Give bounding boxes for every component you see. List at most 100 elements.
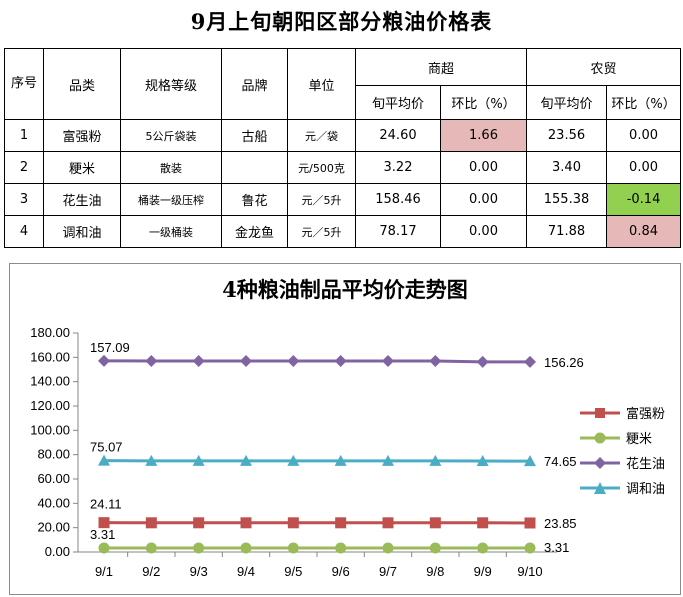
chart-legend: 富强粉 粳米 花生油 调和油 <box>578 400 665 500</box>
x-tick-label: 9/6 <box>332 564 350 579</box>
y-tick-label: 40.00 <box>37 495 70 510</box>
data-point <box>192 354 205 367</box>
header-market-ratio: 环比（%） <box>606 85 682 120</box>
y-tick-label: 120.00 <box>30 398 70 413</box>
cell-category: 调和油 <box>43 215 121 248</box>
y-tick-label: 20.00 <box>37 520 70 535</box>
cell-super-ratio: 0.00 <box>439 215 528 248</box>
series-line <box>103 459 531 463</box>
table-row: 2 粳米 散装 元/500克 3.22 0.00 3.40 0.00 <box>4 151 682 184</box>
legend-marker-circle <box>580 432 620 443</box>
y-tick-label: 180.00 <box>30 325 70 340</box>
cell-spec: 一级桶装 <box>120 215 222 248</box>
data-point <box>382 454 394 466</box>
data-label: 75.07 <box>90 440 123 455</box>
data-point <box>287 354 300 367</box>
data-point <box>287 517 299 529</box>
legend-item: 粳米 <box>578 425 665 450</box>
data-point <box>477 542 489 554</box>
data-label: 74.65 <box>544 454 577 469</box>
table-row: 4 调和油 一级桶装 金龙鱼 元／5升 78.17 0.00 71.88 0.8… <box>4 215 682 248</box>
data-label: 3.31 <box>544 540 569 555</box>
cell-category: 花生油 <box>43 183 121 216</box>
data-label: 157.09 <box>90 340 130 355</box>
data-point <box>476 355 489 368</box>
cell-brand: 鲁花 <box>221 183 288 216</box>
cell-spec: 5公斤袋装 <box>120 119 222 152</box>
data-point <box>193 542 205 554</box>
data-label: 24.11 <box>90 497 122 512</box>
legend-marker-square <box>580 407 620 418</box>
x-tick-label: 9/4 <box>237 564 255 579</box>
cell-market-avg: 71.88 <box>526 215 608 248</box>
data-label: 156.26 <box>544 355 584 370</box>
header-category: 品类 <box>43 48 121 120</box>
page-title: 9月上旬朝阳区部分粮油价格表 <box>190 9 493 34</box>
data-point <box>145 542 157 554</box>
x-tick-origin <box>78 552 104 557</box>
data-point <box>98 354 110 367</box>
cell-super-ratio: 0.00 <box>439 183 528 216</box>
legend-label: 粳米 <box>626 432 653 447</box>
legend-marker-triangle <box>580 481 620 494</box>
y-tick-label: 0.00 <box>45 544 70 559</box>
data-point <box>240 542 252 554</box>
data-point <box>145 454 158 466</box>
legend-label: 花生油 <box>626 457 666 472</box>
data-point <box>287 454 300 466</box>
cell-brand: 金龙鱼 <box>221 215 288 248</box>
y-tick-label: 140.00 <box>30 374 70 389</box>
data-point <box>334 354 347 367</box>
data-point <box>193 517 205 529</box>
chart-area: 4种粮油制品平均价走势图 <box>9 263 681 595</box>
cell-unit: 元／5升 <box>287 215 356 248</box>
header-market-avg: 旬平均价 <box>526 85 608 120</box>
data-point <box>429 354 442 367</box>
data-point <box>240 354 252 367</box>
x-tick-label: 9/7 <box>379 564 397 579</box>
data-point <box>334 454 347 466</box>
header-super-ratio: 环比（%） <box>439 85 528 120</box>
data-point <box>145 354 158 367</box>
x-tick-label: 9/10 <box>517 564 542 579</box>
cell-market-ratio: 0.84 <box>606 215 682 248</box>
legend-label: 调和油 <box>626 482 666 497</box>
header-supermarket: 商超 <box>354 48 528 86</box>
table-row: 3 花生油 桶装一级压榨 鲁花 元／5升 158.46 0.00 155.38 … <box>4 183 682 216</box>
data-point <box>382 517 394 529</box>
data-point <box>98 542 110 554</box>
data-point <box>240 517 252 529</box>
data-point <box>429 454 442 466</box>
data-point <box>287 542 299 554</box>
data-point <box>524 355 536 368</box>
data-point <box>429 542 441 554</box>
data-point <box>524 455 536 467</box>
data-label: 23.85 <box>544 516 577 531</box>
y-tick-label: 60.00 <box>37 471 70 486</box>
x-tick-label: 9/5 <box>284 564 302 579</box>
header-market: 农贸 <box>526 48 682 86</box>
cell-super-avg: 78.17 <box>355 215 441 248</box>
data-point <box>382 354 394 367</box>
cell-super-avg: 24.60 <box>355 119 441 152</box>
series-line <box>103 359 531 364</box>
data-point <box>382 542 394 554</box>
price-table: 序号 品类 规格等级 品牌 单位 商超 农贸 旬平均价 环比（%） 旬平均价 环… <box>4 48 682 248</box>
data-point <box>98 517 110 529</box>
y-tick-label: 160.00 <box>30 349 70 364</box>
data-label: 3.31 <box>90 527 115 542</box>
data-point <box>98 454 110 466</box>
x-tick-label: 9/8 <box>426 564 444 579</box>
data-point <box>477 517 489 529</box>
cell-spec: 散装 <box>120 151 222 184</box>
data-point <box>429 517 441 529</box>
x-tick-label: 9/9 <box>474 564 492 579</box>
legend-label: 富强粉 <box>626 407 666 422</box>
cell-category: 粳米 <box>43 151 121 184</box>
legend-item: 调和油 <box>578 475 665 500</box>
data-point <box>240 454 252 466</box>
data-point <box>145 517 157 529</box>
cell-seq: 1 <box>4 119 44 152</box>
y-tick-label: 100.00 <box>30 422 70 437</box>
